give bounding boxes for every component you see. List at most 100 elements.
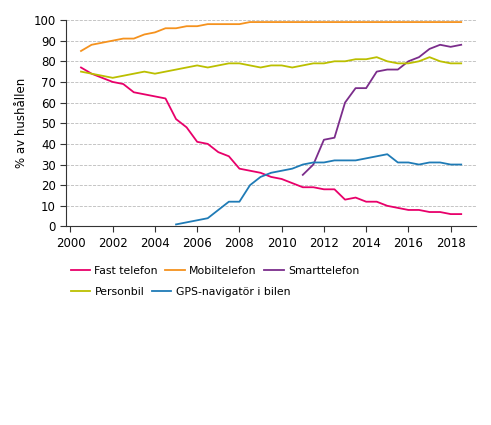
Mobiltelefon (99, 40, 105, 45)
Mobiltelefon (437, 20, 443, 25)
Personbil (205, 65, 211, 70)
GPS-navigatör i bilen (331, 158, 337, 163)
Smarttelefon (342, 100, 348, 105)
Personbil (331, 59, 337, 64)
Mobiltelefon (205, 22, 211, 27)
Personbil (258, 65, 264, 70)
GPS-navigatör i bilen (205, 215, 211, 221)
Mobiltelefon (110, 38, 116, 43)
Mobiltelefon (163, 26, 168, 31)
Personbil (300, 63, 306, 68)
Smarttelefon (448, 44, 454, 49)
Mobiltelefon (289, 20, 295, 25)
Fast telefon (226, 154, 232, 159)
Mobiltelefon (237, 22, 243, 27)
Mobiltelefon (300, 20, 306, 25)
GPS-navigatör i bilen (427, 160, 433, 165)
Personbil (226, 61, 232, 66)
Fast telefon (258, 170, 264, 176)
Mobiltelefon (310, 20, 316, 25)
Personbil (289, 65, 295, 70)
Smarttelefon (363, 85, 369, 91)
Mobiltelefon (268, 20, 274, 25)
Y-axis label: % av hushållen: % av hushållen (15, 78, 28, 168)
Personbil (321, 61, 327, 66)
Fast telefon (247, 168, 253, 173)
Mobiltelefon (448, 20, 454, 25)
Fast telefon (300, 185, 306, 190)
GPS-navigatör i bilen (226, 199, 232, 204)
Fast telefon (448, 212, 454, 217)
GPS-navigatör i bilen (289, 166, 295, 171)
Personbil (448, 61, 454, 66)
Fast telefon (310, 185, 316, 190)
Fast telefon (78, 65, 84, 70)
Line: GPS-navigatör i bilen: GPS-navigatör i bilen (176, 154, 461, 224)
GPS-navigatör i bilen (448, 162, 454, 167)
Fast telefon (194, 139, 200, 144)
Fast telefon (384, 203, 390, 208)
Mobiltelefon (173, 26, 179, 31)
Smarttelefon (300, 172, 306, 177)
Smarttelefon (416, 55, 422, 60)
Personbil (363, 57, 369, 62)
Mobiltelefon (78, 48, 84, 54)
Mobiltelefon (184, 24, 190, 29)
Personbil (268, 63, 274, 68)
Personbil (353, 57, 358, 62)
GPS-navigatör i bilen (216, 207, 221, 212)
Fast telefon (184, 125, 190, 130)
GPS-navigatör i bilen (258, 174, 264, 179)
Personbil (194, 63, 200, 68)
Line: Personbil: Personbil (81, 57, 461, 78)
Personbil (99, 73, 105, 78)
Fast telefon (331, 187, 337, 192)
Fast telefon (353, 195, 358, 200)
Fast telefon (173, 116, 179, 122)
Personbil (78, 69, 84, 74)
GPS-navigatör i bilen (363, 156, 369, 161)
Personbil (131, 71, 137, 76)
GPS-navigatör i bilen (458, 162, 464, 167)
GPS-navigatör i bilen (321, 160, 327, 165)
Personbil (216, 63, 221, 68)
Mobiltelefon (427, 20, 433, 25)
Fast telefon (237, 166, 243, 171)
Smarttelefon (427, 46, 433, 51)
Fast telefon (268, 174, 274, 179)
Smarttelefon (321, 137, 327, 142)
GPS-navigatör i bilen (437, 160, 443, 165)
Mobiltelefon (88, 42, 94, 47)
Mobiltelefon (384, 20, 390, 25)
Mobiltelefon (258, 20, 264, 25)
Personbil (437, 59, 443, 64)
Fast telefon (163, 96, 168, 101)
Mobiltelefon (458, 20, 464, 25)
GPS-navigatör i bilen (268, 170, 274, 176)
Fast telefon (131, 90, 137, 95)
Fast telefon (152, 94, 158, 99)
Personbil (310, 61, 316, 66)
Personbil (184, 65, 190, 70)
Mobiltelefon (131, 36, 137, 41)
Personbil (458, 61, 464, 66)
Fast telefon (88, 71, 94, 76)
Fast telefon (205, 142, 211, 147)
Fast telefon (120, 82, 126, 87)
GPS-navigatör i bilen (342, 158, 348, 163)
Fast telefon (416, 207, 422, 212)
Personbil (395, 61, 401, 66)
GPS-navigatör i bilen (300, 162, 306, 167)
Line: Smarttelefon: Smarttelefon (303, 45, 461, 175)
Fast telefon (216, 150, 221, 155)
Personbil (342, 59, 348, 64)
Personbil (279, 63, 285, 68)
GPS-navigatör i bilen (237, 199, 243, 204)
Personbil (406, 61, 411, 66)
Personbil (427, 55, 433, 60)
GPS-navigatör i bilen (184, 220, 190, 225)
Smarttelefon (384, 67, 390, 72)
Smarttelefon (437, 42, 443, 47)
Fast telefon (458, 212, 464, 217)
Personbil (237, 61, 243, 66)
